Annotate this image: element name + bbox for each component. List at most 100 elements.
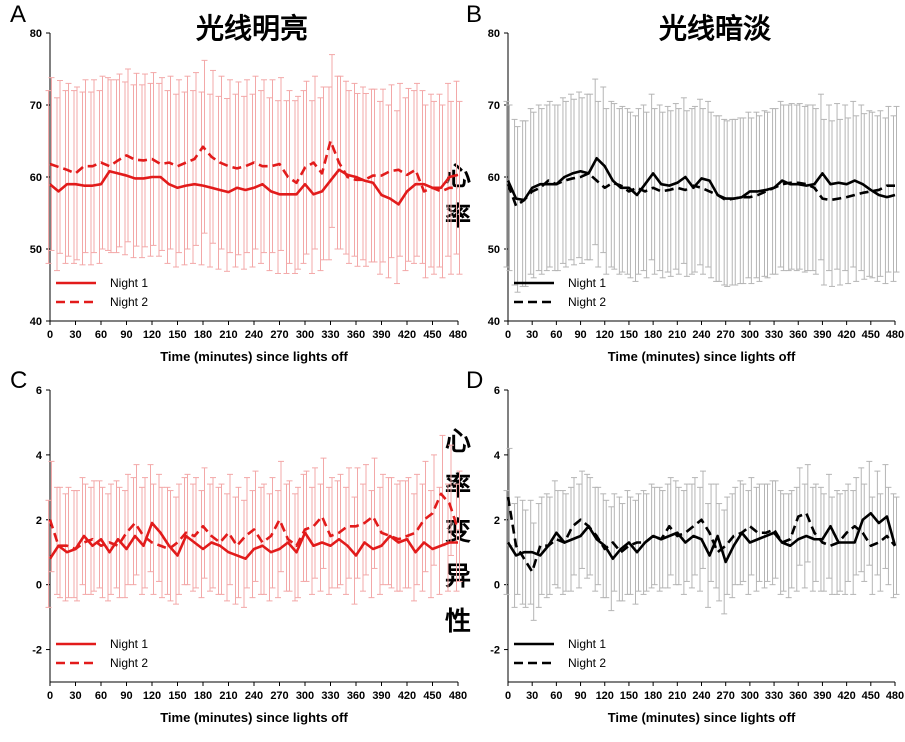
y-tick-label: 50 xyxy=(488,244,500,256)
x-tick-label: 270 xyxy=(270,329,288,341)
x-tick-label: 120 xyxy=(143,690,161,702)
y-tick-label: 40 xyxy=(30,316,42,328)
x-tick-label: 240 xyxy=(692,690,710,702)
series-line-night-1 xyxy=(506,511,897,564)
x-tick-label: 390 xyxy=(813,690,831,702)
x-axis-label: Time (minutes) since lights off xyxy=(160,349,348,364)
y-tick-label: 4 xyxy=(36,450,43,462)
x-tick-label: 210 xyxy=(219,329,237,341)
x-tick-label: 90 xyxy=(120,690,132,702)
x-tick-label: 150 xyxy=(620,329,638,341)
x-axis-label: Time (minutes) since lights off xyxy=(608,710,796,725)
x-axis-label: Time (minutes) since lights off xyxy=(160,710,348,725)
title-bright-light: 光线明亮 xyxy=(195,12,308,45)
error-bars-2 xyxy=(506,93,900,293)
x-tick-label: 270 xyxy=(270,690,288,702)
x-tick-label: 390 xyxy=(372,329,390,341)
x-tick-label: 450 xyxy=(423,690,441,702)
legend-label: Night 1 xyxy=(568,276,606,290)
panel-letter: C xyxy=(10,367,27,394)
x-tick-label: 480 xyxy=(449,329,467,341)
x-tick-label: 60 xyxy=(95,329,107,341)
y-tick-label: -2 xyxy=(32,645,42,657)
y-tick-label: 50 xyxy=(30,244,42,256)
x-tick-label: 0 xyxy=(47,690,53,702)
series-line-night-1 xyxy=(48,521,458,561)
x-tick-label: 360 xyxy=(347,690,365,702)
series-line-night-1 xyxy=(49,168,459,206)
x-tick-label: 0 xyxy=(505,329,511,341)
x-tick-label: 360 xyxy=(789,329,807,341)
panel-letter: A xyxy=(10,1,26,28)
x-tick-label: 360 xyxy=(789,690,807,702)
x-tick-label: 240 xyxy=(245,329,263,341)
y-tick-label: 80 xyxy=(30,28,42,40)
x-tick-label: 390 xyxy=(372,690,390,702)
title-dim-light: 光线暗淡 xyxy=(658,12,772,45)
y-tick-label: 6 xyxy=(494,385,500,397)
x-tick-label: 450 xyxy=(862,690,880,702)
x-tick-label: 30 xyxy=(526,690,538,702)
x-tick-label: 0 xyxy=(47,329,53,341)
y-tick-label: 70 xyxy=(30,100,42,112)
panel-letter: D xyxy=(466,367,483,394)
x-tick-label: 330 xyxy=(765,690,783,702)
side-label-hrv-5: 性 xyxy=(445,607,471,637)
panel-b: B 40 50 60 70 80 0 30 60 90 120 150 180 210 240 270 300 3… xyxy=(466,1,904,364)
x-tick-label: 450 xyxy=(423,329,441,341)
x-tick-label: 120 xyxy=(596,690,614,702)
y-tick-label: 4 xyxy=(494,450,501,462)
legend-label: Night 2 xyxy=(568,295,606,309)
x-tick-label: 420 xyxy=(398,329,416,341)
x-tick-label: 420 xyxy=(398,690,416,702)
x-tick-label: 210 xyxy=(219,690,237,702)
series-line-night-2 xyxy=(506,172,895,208)
y-tick-label: 2 xyxy=(494,515,500,527)
legend-label: Night 2 xyxy=(110,656,148,670)
legend-label: Night 1 xyxy=(110,637,148,651)
panel-letter: B xyxy=(466,1,482,28)
legend-label: Night 1 xyxy=(110,276,148,290)
y-tick-label: 40 xyxy=(488,316,500,328)
panel-a: A 40 50 60 70 80 0 30 60 90 120 150 180 210 240 270 300 3… xyxy=(10,1,467,364)
x-tick-label: 270 xyxy=(717,690,735,702)
y-tick-label: 60 xyxy=(488,172,500,184)
x-tick-label: 420 xyxy=(837,690,855,702)
x-axis-label: Time (minutes) since lights off xyxy=(608,349,796,364)
x-tick-label: 330 xyxy=(321,690,339,702)
x-tick-label: 150 xyxy=(168,329,186,341)
x-tick-label: 30 xyxy=(69,690,81,702)
x-tick-label: 300 xyxy=(296,690,314,702)
x-tick-label: 330 xyxy=(321,329,339,341)
series-line-night-2 xyxy=(506,496,897,573)
x-tick-label: 300 xyxy=(741,329,759,341)
series-line-night-1 xyxy=(506,156,896,202)
x-tick-label: 30 xyxy=(69,329,81,341)
side-label-hrv-1: 心 xyxy=(445,427,471,457)
x-tick-label: 210 xyxy=(668,329,686,341)
x-tick-label: 90 xyxy=(574,329,586,341)
x-tick-label: 390 xyxy=(813,329,831,341)
series-line-night-2 xyxy=(48,492,460,551)
x-tick-label: 480 xyxy=(449,690,467,702)
side-label-hrv-2: 率 xyxy=(445,471,471,502)
x-tick-label: 330 xyxy=(765,329,783,341)
series-line-night-2 xyxy=(49,139,458,193)
x-tick-label: 300 xyxy=(296,329,314,341)
x-tick-label: 270 xyxy=(717,329,735,341)
y-tick-label: 0 xyxy=(494,580,500,592)
x-tick-label: 180 xyxy=(644,690,662,702)
x-tick-label: 180 xyxy=(644,329,662,341)
x-tick-label: 420 xyxy=(837,329,855,341)
y-tick-label: 0 xyxy=(36,580,42,592)
x-tick-label: 480 xyxy=(886,690,904,702)
x-tick-label: 60 xyxy=(550,690,562,702)
y-tick-label: 70 xyxy=(488,100,500,112)
y-tick-label: -2 xyxy=(490,645,500,657)
x-tick-label: 90 xyxy=(574,690,586,702)
legend-label: Night 2 xyxy=(110,295,148,309)
x-tick-label: 0 xyxy=(505,690,511,702)
